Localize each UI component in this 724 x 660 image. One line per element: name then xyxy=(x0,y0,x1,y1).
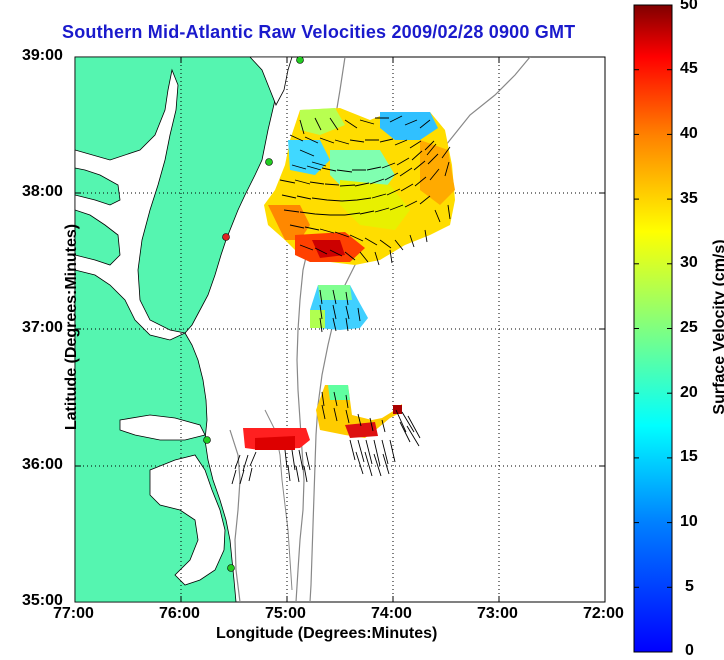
y-tick-label: 37:00 xyxy=(22,319,63,336)
radar-site-marker xyxy=(222,233,230,241)
y-tick-label: 39:00 xyxy=(22,47,63,64)
colorbar-tick-label: 40 xyxy=(680,125,698,142)
colorbar-tick-label: 15 xyxy=(680,448,698,465)
colorbar-ticks xyxy=(634,4,672,653)
x-tick-label: 73:00 xyxy=(477,605,518,622)
radar-sites xyxy=(203,56,304,572)
colorbar-label: Surface Velocity (cm/s) xyxy=(711,239,724,415)
radar-site-marker xyxy=(203,436,211,444)
colorbar-tick-label: 5 xyxy=(685,578,694,595)
colorbar-tick-label: 45 xyxy=(680,60,698,77)
radar-site-marker xyxy=(227,564,235,572)
velocity-arrows xyxy=(231,115,451,485)
y-tick-label: 38:00 xyxy=(22,183,63,200)
colorbar-tick-label: 50 xyxy=(680,0,698,13)
x-tick-label: 76:00 xyxy=(159,605,200,622)
x-tick-label: 77:00 xyxy=(53,605,94,622)
albemarle-sound xyxy=(119,414,206,441)
pamlico-sound xyxy=(149,454,226,586)
x-tick-label: 75:00 xyxy=(265,605,306,622)
colorbar-tick-label: 30 xyxy=(680,254,698,271)
colorbar-tick-label: 10 xyxy=(680,513,698,530)
colorbar-tick-label: 25 xyxy=(680,319,698,336)
axis-ticks xyxy=(75,57,605,602)
delaware-bay xyxy=(249,57,293,106)
x-axis-label: Longitude (Degrees:Minutes) xyxy=(216,625,438,642)
y-axis-label: Latitude (Degrees:Minutes) xyxy=(63,223,80,431)
colorbar-tick-label: 0 xyxy=(685,642,694,659)
colorbar-tick-label: 35 xyxy=(680,190,698,207)
chesapeake-bay xyxy=(75,68,187,341)
colorbar-tick-label: 20 xyxy=(680,384,698,401)
map-title: Southern Mid-Atlantic Raw Velocities 200… xyxy=(62,22,576,42)
y-tick-label: 36:00 xyxy=(22,456,63,473)
x-tick-label: 74:00 xyxy=(371,605,412,622)
x-tick-label: 72:00 xyxy=(583,605,624,622)
radar-site-marker xyxy=(265,158,273,166)
radar-site-marker xyxy=(296,56,304,64)
bathymetry-contour xyxy=(229,429,241,602)
colorbar xyxy=(633,4,673,653)
y-tick-label: 35:00 xyxy=(22,592,63,609)
velocity-field-south xyxy=(243,385,402,450)
